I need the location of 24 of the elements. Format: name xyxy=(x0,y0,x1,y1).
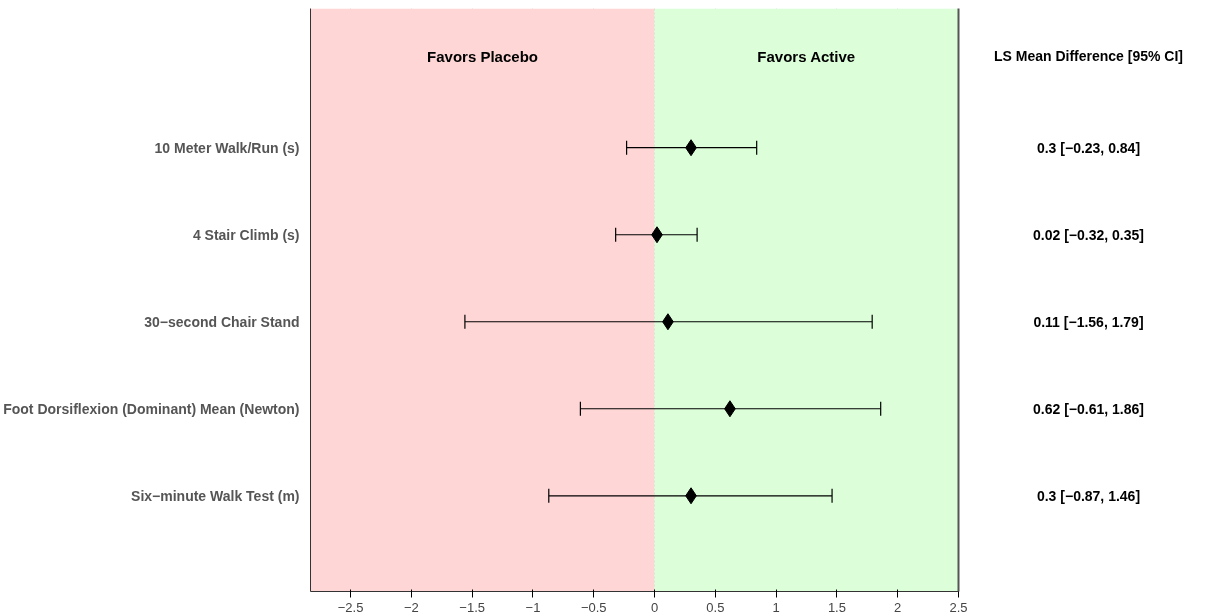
x-tick-label: 1 xyxy=(772,599,780,614)
x-tick-label: 2.5 xyxy=(949,599,968,614)
data-label: 0.3 [−0.23, 0.84] xyxy=(1036,139,1141,156)
y-tick-label: 4 Stair Climb (s) xyxy=(192,226,300,243)
y-tick-label: Foot Dorsiflexion (Dominant) Mean (Newton) xyxy=(3,400,300,417)
band-label: Favors Placebo xyxy=(427,47,538,65)
data-label: 0.62 [−0.61, 1.86] xyxy=(1033,400,1144,417)
data-label: 0.11 [−1.56, 1.79] xyxy=(1033,313,1144,330)
band-label: Favors Active xyxy=(757,47,856,65)
text: LS Mean Difference [95% CI] xyxy=(993,48,1184,65)
y-tick-label: 10 Meter Walk/Run (s) xyxy=(154,139,300,156)
data-label: 0.3 [−0.87, 1.46] xyxy=(1036,487,1141,504)
x-tick-label: −1 xyxy=(525,599,541,614)
x-tick-label: −0.5 xyxy=(580,599,607,614)
x-tick-label: −2.5 xyxy=(337,599,364,614)
x-tick-label: −2 xyxy=(404,599,419,614)
x-tick-label: −1.5 xyxy=(459,599,486,614)
x-tick-label: 0.5 xyxy=(706,599,725,614)
data-label: 0.02 [−0.32, 0.35] xyxy=(1033,226,1144,243)
x-tick-label: 0 xyxy=(650,599,659,614)
y-tick-label: 30−second Chair Stand xyxy=(144,313,300,330)
x-tick-label: 2 xyxy=(894,599,902,614)
y-tick-label: Six−minute Walk Test (m) xyxy=(131,487,300,504)
x-tick-label: 1.5 xyxy=(827,599,846,614)
